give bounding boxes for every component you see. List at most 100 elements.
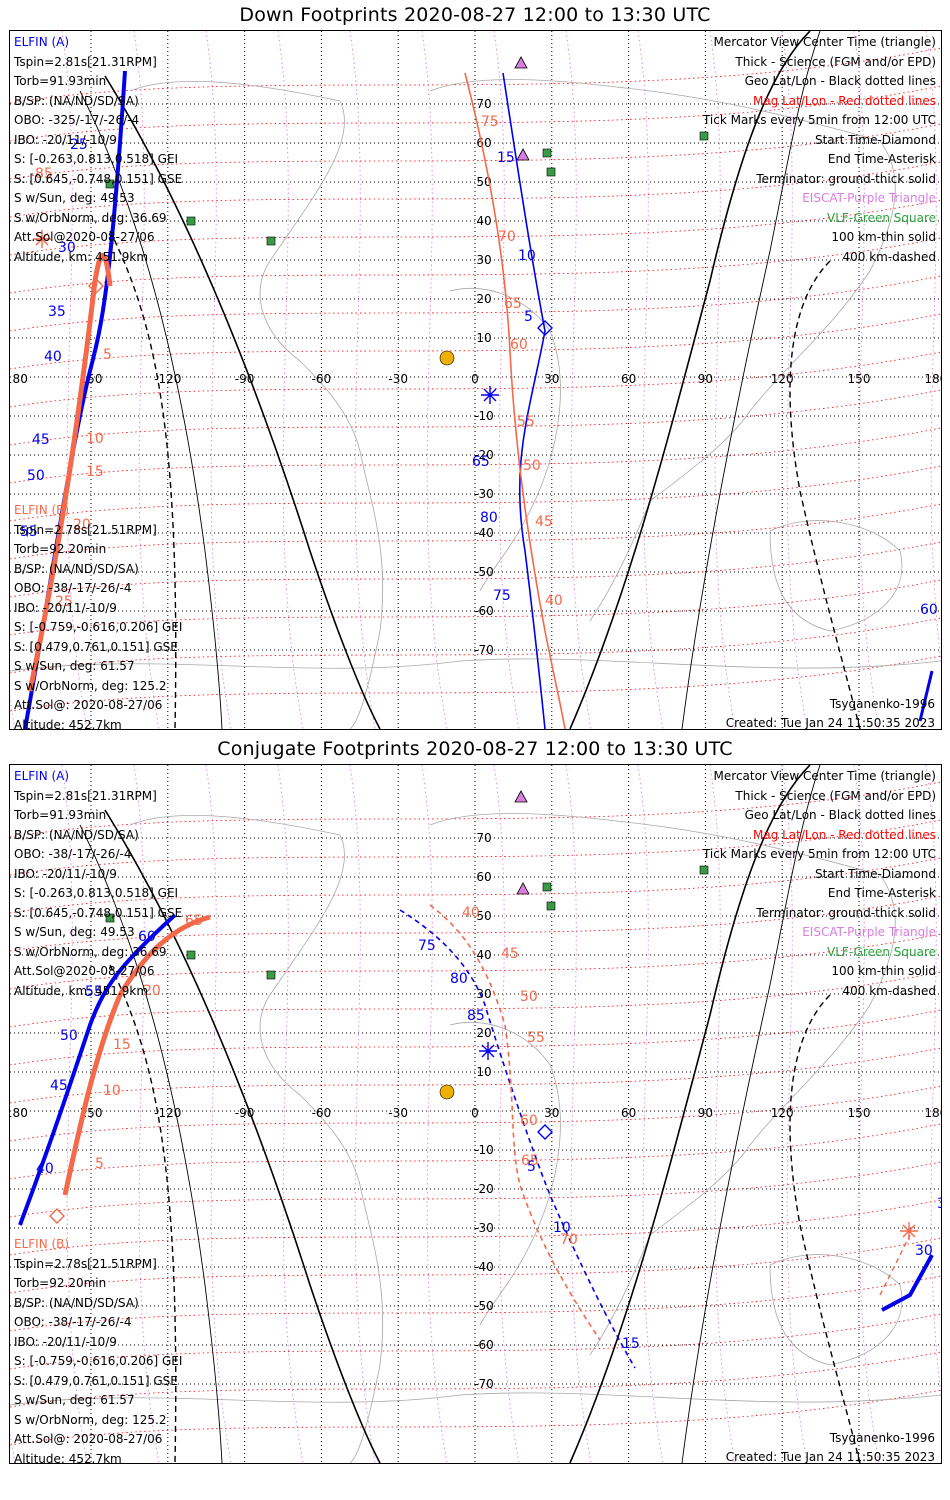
elfin-b-tick-label: 5 bbox=[103, 347, 112, 363]
elfin-a-tick-label: 25 bbox=[70, 137, 88, 153]
elfin-b-tick-label: 70 bbox=[498, 229, 516, 245]
elfin-a-tick-label: 75 bbox=[493, 588, 511, 604]
info-line: B/SP: (NA/ND/SD/SA) bbox=[14, 561, 139, 576]
continent-africa-outline bbox=[449, 288, 561, 592]
mag-longitude-line bbox=[637, 765, 664, 1463]
lat-tick-label: 20 bbox=[476, 1026, 491, 1040]
elfin-a-tick-label: 75 bbox=[418, 938, 436, 954]
elfin-a-tick-label: 40 bbox=[44, 349, 62, 365]
lon-tick-label: 60 bbox=[621, 372, 636, 386]
legend-item: Mercator View Center Time (triangle) bbox=[713, 769, 936, 783]
info-line: S w/Sun, deg: 61.57 bbox=[14, 1393, 135, 1407]
elfin-b-tick-label: 10 bbox=[86, 431, 104, 447]
mag-longitude-line bbox=[349, 765, 376, 1463]
terminator-ground bbox=[104, 809, 381, 1463]
info-line: Att.Sol@: 2020-08-27/06 bbox=[14, 698, 163, 712]
legend-item: Start Time-Diamond bbox=[814, 132, 936, 147]
elfin-b-tick-label: 5 bbox=[95, 1156, 104, 1172]
info-line: S: [0.645,-0.748,0.151] GSE bbox=[14, 905, 183, 920]
info-line: S: [-0.759,-0.616,0.206] GEI bbox=[14, 620, 183, 634]
model-label: Tsyganenko-1996 bbox=[829, 697, 935, 711]
vlf-square bbox=[266, 236, 276, 246]
elfin-a-tick-label: 30 bbox=[915, 1243, 933, 1259]
lon-tick-label: 0 bbox=[471, 372, 479, 386]
lat-tick-label: 40 bbox=[476, 214, 491, 228]
lat-tick-label: 60 bbox=[476, 870, 491, 884]
legend-item: 100 km-thin solid bbox=[831, 964, 936, 978]
elfin-a-tick-label: 35 bbox=[48, 304, 66, 320]
info-line: B/SP: (NA/ND/SD/SA) bbox=[14, 1295, 139, 1310]
info-line: Tspin=2.78s[21.51RPM] bbox=[14, 1256, 157, 1271]
info-line: S w/Sun, deg: 61.57 bbox=[14, 659, 135, 673]
info-line: Torb=91.93min bbox=[14, 74, 107, 88]
elfin-a-end-asterisk bbox=[479, 1042, 497, 1060]
info-line: S: [0.645,-0.748,0.151] GSE bbox=[14, 171, 183, 186]
lat-tick-label: -40 bbox=[474, 1260, 494, 1274]
info-line: Altitude: 452.7km bbox=[14, 1451, 122, 1464]
vlf-square bbox=[105, 179, 115, 189]
elfin-b-start-diamond bbox=[88, 278, 104, 294]
satellite-name: ELFIN (A) bbox=[14, 769, 70, 783]
elfin-a-tick-label: 50 bbox=[27, 468, 45, 484]
eiscat-triangle bbox=[516, 148, 530, 161]
lat-tick-label: -40 bbox=[474, 526, 494, 540]
elfin-b-tick-label: 60 bbox=[510, 337, 528, 353]
elfin-a-tick-label: 50 bbox=[60, 1028, 78, 1044]
lat-tick-label: 70 bbox=[476, 831, 491, 845]
elfin-b-tick-label: 15 bbox=[113, 1037, 131, 1053]
elfin-b-tick-label: 40 bbox=[462, 905, 480, 921]
lat-tick-label: -50 bbox=[474, 1299, 494, 1313]
terminator-400km bbox=[109, 964, 177, 1463]
info-line: Att.Sol@2020-08-27/06 bbox=[14, 964, 155, 978]
elfin-a-track bbox=[399, 909, 636, 1369]
lat-tick-label: 30 bbox=[476, 987, 491, 1001]
mag-longitude-line bbox=[421, 31, 448, 729]
elfin-b-tick-label: 25 bbox=[55, 594, 73, 610]
lon-tick-label: -60 bbox=[312, 1106, 332, 1120]
lat-tick-label: 60 bbox=[476, 136, 491, 150]
legend-item: EISCAT-Purple Triangle bbox=[802, 191, 936, 205]
mag-longitude-line bbox=[205, 31, 232, 729]
terminator-400km bbox=[109, 230, 177, 729]
terminator-ground bbox=[104, 75, 381, 729]
created-label: Created: Tue Jan 24 11:50:35 2023 bbox=[725, 1450, 935, 1464]
continent-antarctica bbox=[10, 1392, 941, 1406]
vlf-square bbox=[186, 216, 196, 226]
vlf-square bbox=[105, 913, 115, 923]
info-line: Altitude, km: 451.9km bbox=[14, 983, 149, 998]
continent-eurasia-africa bbox=[429, 813, 896, 1356]
terminator-ground-east bbox=[569, 765, 811, 1463]
info-line: B/SP: (NA/ND/SD/SA) bbox=[14, 827, 139, 842]
legend-item: Tick Marks every 5min from 12:00 UTC bbox=[702, 847, 936, 861]
mag-longitude-line bbox=[565, 31, 592, 729]
panel-title-down: Down Footprints 2020-08-27 12:00 to 13:3… bbox=[239, 4, 711, 26]
lat-tick-label: -10 bbox=[474, 1143, 494, 1157]
mag-longitude-line bbox=[493, 765, 520, 1463]
elfin-b-tick-label: 20 bbox=[73, 517, 91, 533]
lon-tick-label: -60 bbox=[312, 372, 332, 386]
elfin-a-tick-label: 60 bbox=[138, 929, 156, 945]
mag-longitude-line bbox=[205, 765, 232, 1463]
info-line: S w/Sun, deg: 49.53 bbox=[14, 191, 135, 205]
elfin-a-start-diamond bbox=[537, 320, 553, 336]
info-line: IBO: -20/11/-10/9 bbox=[14, 866, 117, 881]
elfin-b-track-east bbox=[879, 1234, 911, 1296]
info-line: IBO: -20/11/-10/9 bbox=[14, 132, 117, 147]
info-line: IBO: -20/11/-10/9 bbox=[14, 600, 117, 615]
vlf-square bbox=[186, 950, 196, 960]
elfin-b-tick-label: 15 bbox=[86, 464, 104, 480]
satellite-name: ELFIN (B) bbox=[14, 1237, 70, 1251]
elfin-a-track bbox=[502, 72, 546, 729]
legend-item: Tick Marks every 5min from 12:00 UTC bbox=[702, 113, 936, 127]
elfin-b-tick-label: 75 bbox=[481, 114, 499, 130]
continent-australia bbox=[769, 520, 903, 632]
lat-tick-label: 10 bbox=[476, 331, 491, 345]
mag-longitude-line bbox=[493, 31, 520, 729]
vlf-square bbox=[542, 148, 552, 158]
terminator-100km-east bbox=[681, 765, 821, 1463]
info-line: S: [0.479,0.761,0.151] GSE bbox=[14, 639, 178, 654]
elfin-a-tick-label: 85 bbox=[467, 1008, 485, 1024]
elfin-b-tick-label: 65 bbox=[504, 296, 522, 312]
lon-tick-label: -30 bbox=[388, 372, 408, 386]
terminator-100km-east bbox=[681, 31, 821, 729]
